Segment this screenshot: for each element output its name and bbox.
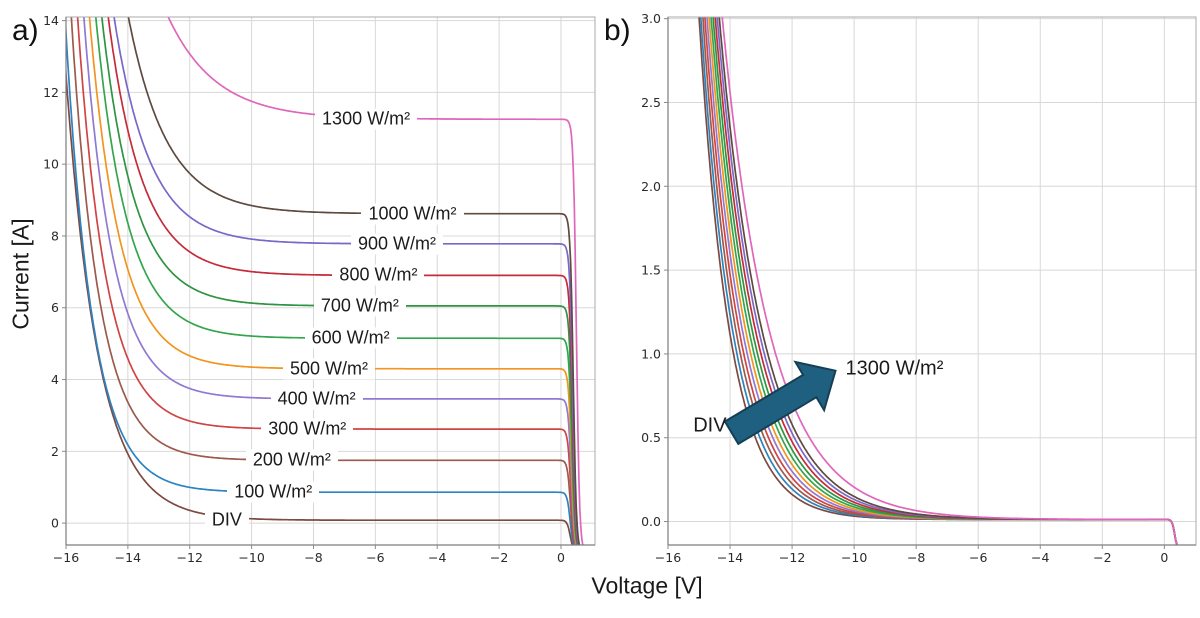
curve-label-400: 400 W/m² [270,388,363,410]
x-tick-label: −16 [655,550,681,565]
panel-b-label: b) [604,14,631,47]
annotation-1300-label: 1300 W/m² [845,357,944,380]
curve-label-800: 800 W/m² [332,264,425,286]
y-tick-label: 0 [51,516,59,531]
y-tick-label: 2 [51,444,59,459]
curve-label-200: 200 W/m² [245,449,338,471]
y-tick-label: 3.0 [641,11,661,26]
y-axis-title: Current [A] [7,218,34,330]
x-tick-label: −8 [304,550,322,565]
curve-label-100: 100 W/m² [227,481,320,503]
x-tick-label: −10 [841,550,867,565]
x-axis-title: Voltage [V] [591,572,703,599]
plot-area-b [668,17,1196,545]
y-tick-label: 0.5 [641,430,661,445]
curve-label-700: 700 W/m² [313,295,406,317]
x-tick-label: −6 [366,550,384,565]
x-tick-label: 0 [557,550,565,565]
x-tick-label: −14 [717,550,743,565]
x-tick-label: 0 [1160,550,1168,565]
y-tick-label: 2.0 [641,179,661,194]
y-tick-label: 1.0 [641,346,661,361]
x-tick-label: −4 [1031,550,1049,565]
curve-1300-b [721,17,1179,545]
x-tick-label: −14 [115,550,141,565]
curve-label-div: DIV [204,509,249,531]
curve-label-1000: 1000 W/m² [361,203,464,225]
x-tick-label: −2 [490,550,508,565]
y-tick-label: 6 [51,300,59,315]
y-tick-label: 14 [43,13,59,28]
x-tick-label: −10 [238,550,264,565]
x-tick-label: −8 [907,550,925,565]
trend-arrow [723,360,837,446]
curve-label-900: 900 W/m² [350,233,444,255]
y-tick-label: 12 [43,85,59,100]
y-tick-label: 4 [51,372,59,387]
y-tick-label: 10 [43,157,59,172]
series-group-b [698,17,1179,545]
grid-b [667,17,1196,545]
curve-900-a [113,17,580,545]
curve-label-600: 600 W/m² [304,327,397,349]
y-tick-label: 0.0 [641,514,661,529]
panel-a-label: a) [12,14,39,47]
x-tick-label: −16 [53,550,79,565]
x-tick-label: −2 [1093,550,1111,565]
x-tick-label: −6 [969,550,987,565]
curve-div-a [66,62,574,545]
x-tick-label: −12 [779,550,805,565]
x-tick-label: −12 [177,550,203,565]
y-tick-label: 1.5 [641,263,661,278]
x-tick-label: −4 [428,550,446,565]
curve-label-300: 300 W/m² [261,418,354,440]
y-tick-label: 2.5 [641,95,661,110]
curve-label-500: 500 W/m² [282,358,375,380]
curve-label-1300: 1300 W/m² [315,108,418,130]
annotation-div-label: DIV [693,414,727,437]
y-tick-label: 8 [51,228,59,243]
curve-1000-a [127,17,581,545]
curve-100-a [66,17,575,545]
